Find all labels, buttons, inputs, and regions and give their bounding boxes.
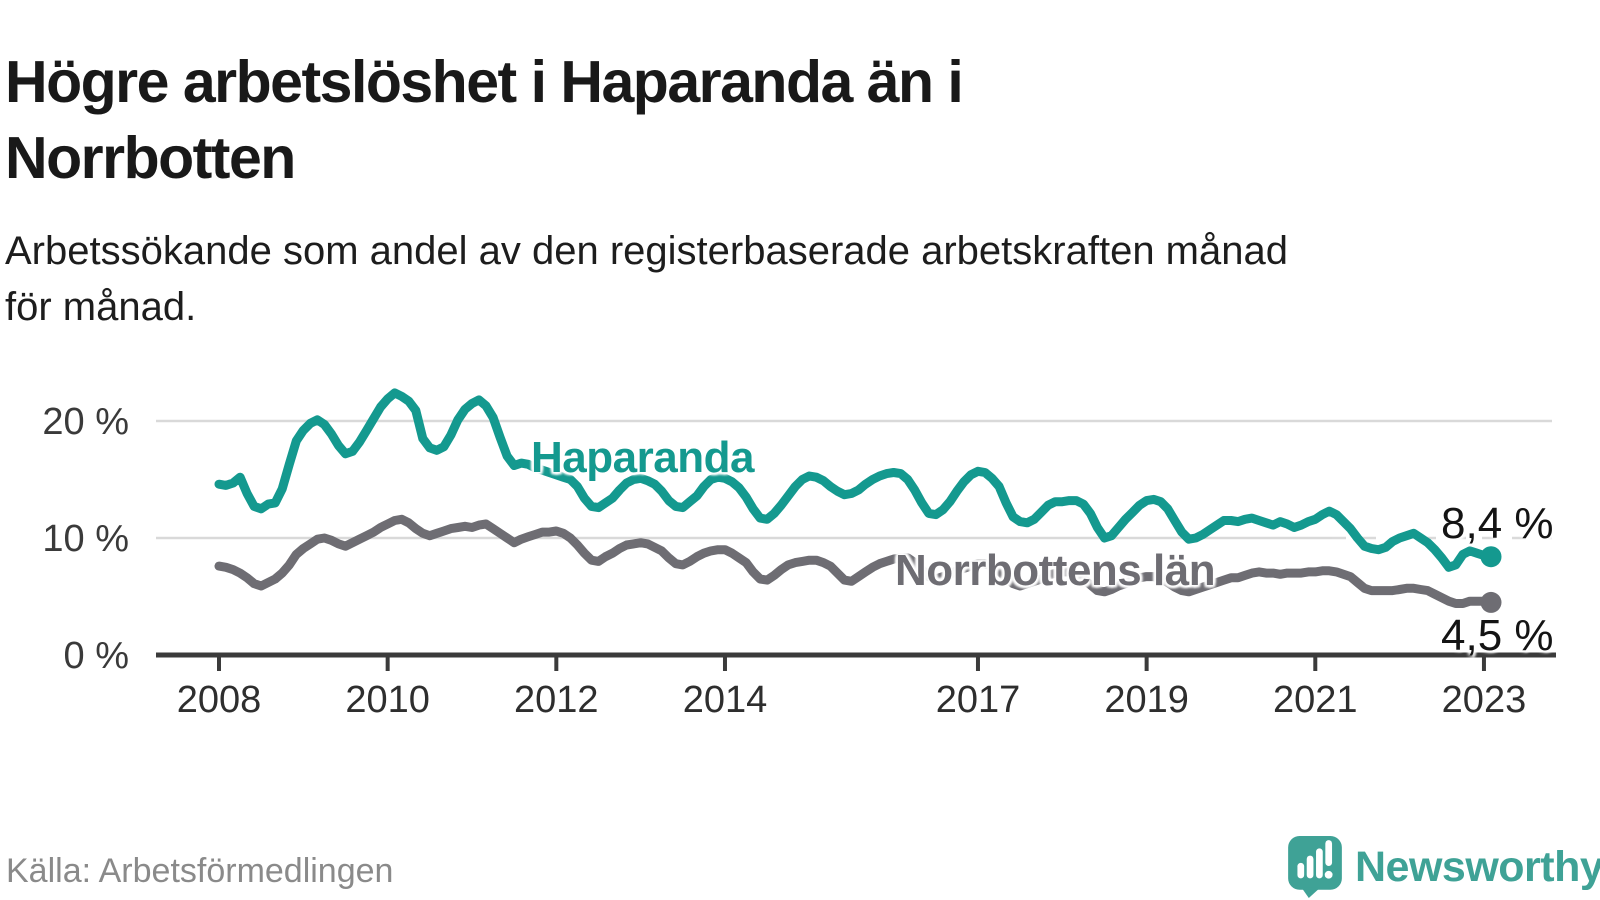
y-axis-label-0: 0 %: [64, 635, 129, 677]
x-axis-label-2017: 2017: [936, 679, 1021, 721]
norrbotten-series-label: Norrbottens län: [895, 546, 1216, 595]
chart-subtitle: Arbetssökande som andel av den registerb…: [5, 229, 1288, 329]
x-axis-label-2019: 2019: [1104, 679, 1189, 721]
x-axis-label-2023: 2023: [1442, 679, 1527, 721]
newsworthy-logo-icon: [1288, 836, 1342, 898]
haparanda-value-label: 8,4 %: [1441, 499, 1554, 548]
newsworthy-logo: Newsworthy: [1288, 836, 1600, 898]
x-axis-label-2012: 2012: [514, 679, 599, 721]
x-axis-label-2010: 2010: [345, 679, 430, 721]
x-axis-label-2021: 2021: [1273, 679, 1358, 721]
source-note: Källa: Arbetsförmedlingen: [6, 852, 394, 890]
haparanda-line: [214, 388, 1496, 572]
norrbotten-end-dot: [1480, 591, 1502, 613]
norrbotten-line: [214, 514, 1496, 608]
x-axis-ticks: [217, 657, 1486, 671]
x-axis-labels: 2008 2010 2012 2014 2017 2019 2021 2023: [177, 679, 1526, 721]
newsworthy-logo-text: Newsworthy: [1355, 842, 1600, 891]
x-axis-label-2014: 2014: [683, 679, 768, 721]
y-axis-label-10: 10 %: [42, 518, 129, 560]
x-axis-label-2008: 2008: [177, 679, 262, 721]
norrbotten-value-label: 4,5 %: [1441, 611, 1554, 660]
haparanda-end-dot: [1480, 546, 1502, 568]
y-axis-labels: 0 % 10 % 20 %: [42, 401, 129, 677]
chart-title: Högre arbetslöshet i Haparanda än i Norr…: [5, 48, 964, 191]
haparanda-series-label: Haparanda: [531, 433, 754, 482]
y-axis-label-20: 20 %: [42, 401, 129, 443]
